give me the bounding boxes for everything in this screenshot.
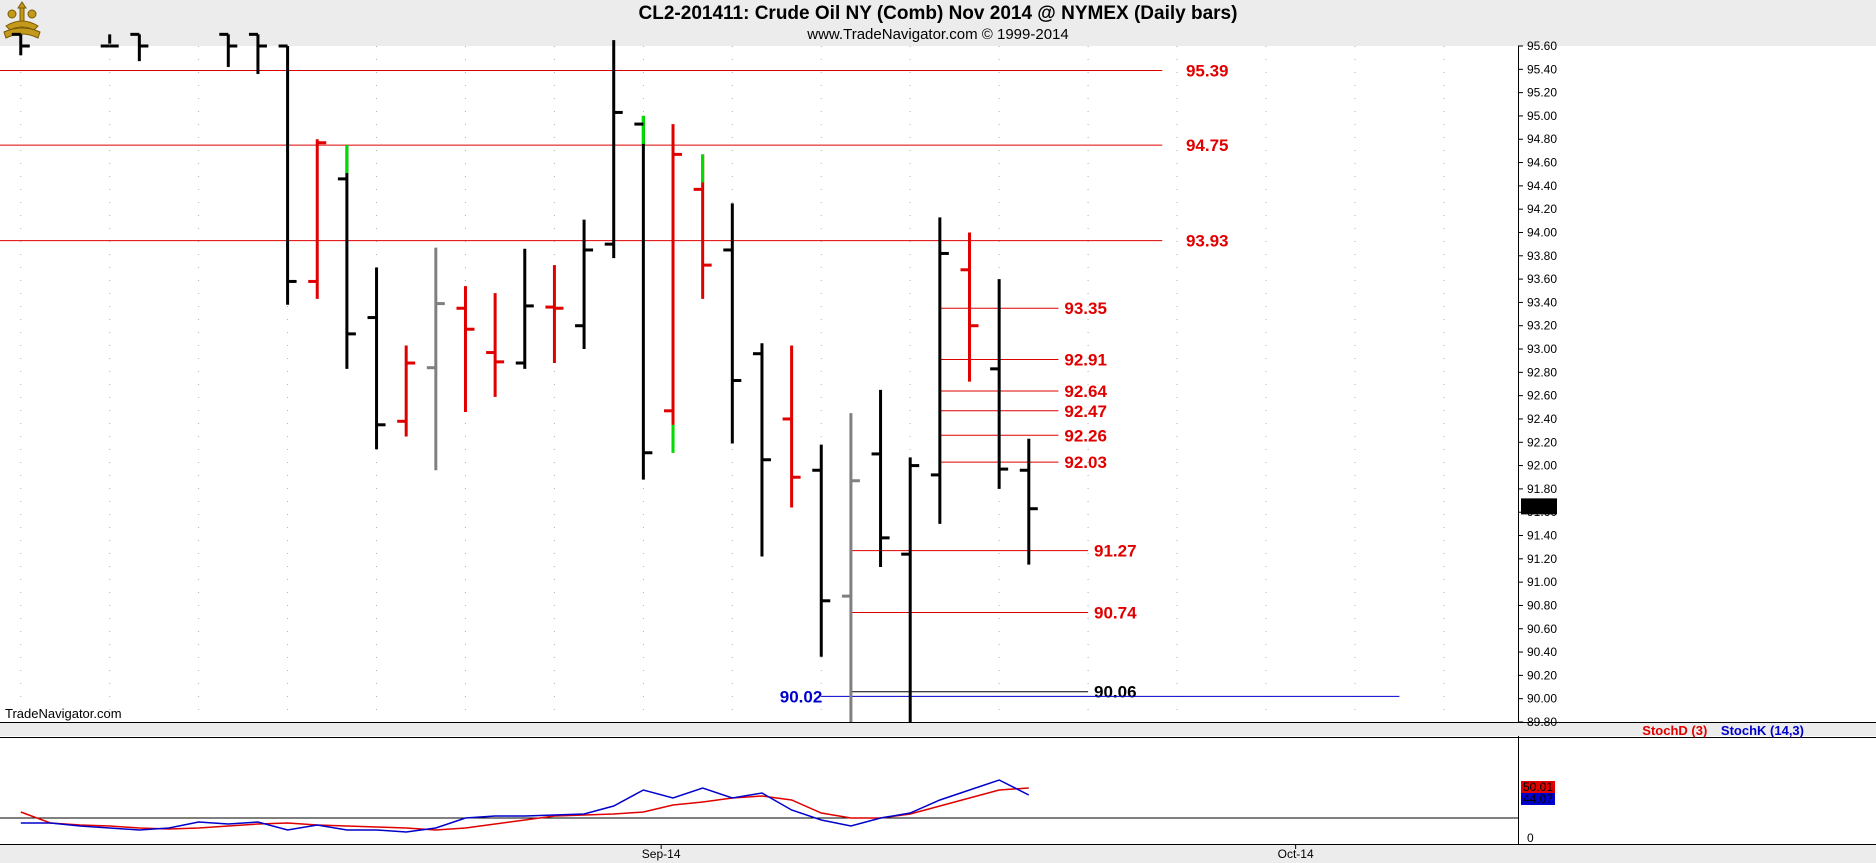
ohlc-bar — [930, 217, 949, 524]
ohlc-bar — [337, 145, 356, 369]
level-label: 90.74 — [1094, 603, 1137, 622]
price-axis-background — [1518, 46, 1876, 863]
last-price-label: 91.65 — [1523, 500, 1553, 514]
ohlc-bar — [990, 279, 1009, 489]
stoch-y-tick-label: 0 — [1527, 831, 1534, 845]
chart-subtitle: www.TradeNavigator.com © 1999-2014 — [807, 26, 1069, 43]
y-tick-label: 94.80 — [1527, 132, 1557, 146]
panel-separator — [0, 722, 1876, 736]
y-tick-label: 90.40 — [1527, 645, 1557, 659]
ohlc-bar — [841, 413, 860, 722]
y-tick-label: 91.20 — [1527, 552, 1557, 566]
watermark-text: TradeNavigator.com — [5, 706, 122, 721]
level-label: 94.75 — [1186, 136, 1229, 155]
stoch-d-marker — [1521, 781, 1555, 793]
stoch-k-marker — [1521, 793, 1555, 805]
y-tick-label: 89.80 — [1527, 715, 1557, 729]
level-label: 93.35 — [1064, 299, 1107, 318]
stochastic-legend: StochD (3) StochK (14,3) — [1642, 723, 1804, 738]
y-tick-label: 94.20 — [1527, 202, 1557, 216]
y-tick-label: 92.40 — [1527, 412, 1557, 426]
ohlc-bar — [960, 232, 979, 382]
level-label: 90.02 — [780, 687, 823, 706]
ohlc-bar — [634, 115, 653, 480]
stoch-d-legend: StochD (3) — [1642, 723, 1708, 738]
level-label: 90.06 — [1094, 683, 1137, 702]
y-tick-label: 94.00 — [1527, 225, 1557, 239]
ohlc-bar — [100, 34, 119, 48]
level-label: 92.26 — [1064, 426, 1107, 445]
ohlc-bar — [604, 40, 623, 259]
ohlc-bar — [486, 293, 505, 397]
ohlc-bar — [664, 124, 683, 453]
y-tick-label: 90.20 — [1527, 668, 1557, 682]
ohlc-bar — [575, 219, 594, 350]
ohlc-bar — [545, 265, 564, 364]
ohlc-bar — [782, 345, 801, 508]
stoch-d-value: 50.01 — [1523, 780, 1553, 794]
ohlc-bar — [1019, 438, 1038, 565]
y-tick-label: 92.60 — [1527, 389, 1557, 403]
ohlc-bar — [901, 457, 920, 722]
y-tick-label: 91.80 — [1527, 482, 1557, 496]
y-tick-label: 92.80 — [1527, 365, 1557, 379]
ohlc-bar — [871, 389, 890, 567]
level-label: 92.03 — [1064, 453, 1107, 472]
y-tick-label: 94.60 — [1527, 156, 1557, 170]
y-tick-label: 92.20 — [1527, 435, 1557, 449]
last-price-marker — [1521, 498, 1557, 515]
level-label: 95.39 — [1186, 61, 1229, 80]
ohlc-bar — [723, 203, 742, 444]
ohlc-bar — [308, 139, 327, 299]
y-tick-label: 93.80 — [1527, 249, 1557, 263]
y-tick-label: 93.60 — [1527, 272, 1557, 286]
ohlc-bar — [397, 345, 416, 437]
ohlc-bar — [752, 343, 771, 557]
ohlc-bar — [11, 32, 30, 56]
stoch-k-line — [20, 779, 1030, 833]
stochastic-panel — [0, 779, 1518, 833]
y-tick-label: 93.40 — [1527, 295, 1557, 309]
ohlc-bar — [426, 247, 445, 471]
ohlc-bar — [515, 248, 534, 369]
level-label: 92.64 — [1064, 382, 1107, 401]
level-label: 92.47 — [1064, 402, 1107, 421]
y-tick-label: 95.20 — [1527, 86, 1557, 100]
y-tick-label: 93.00 — [1527, 342, 1557, 356]
x-tick-label: Sep-14 — [642, 847, 681, 861]
axes: 95.60 95.40 95.20 95.00 94.80 94.60 94.40 94.20… — [0, 39, 1876, 863]
y-tick-label: 93.20 — [1527, 319, 1557, 333]
y-tick-label: 95.00 — [1527, 109, 1557, 123]
ohlc-bar — [278, 44, 297, 305]
level-label: 92.91 — [1064, 351, 1107, 370]
y-tick-label: 92.00 — [1527, 459, 1557, 473]
y-tick-label: 95.60 — [1527, 39, 1557, 53]
ohlc-bar — [693, 154, 712, 299]
y-tick-label: 90.60 — [1527, 622, 1557, 636]
ohlc-bar — [456, 286, 475, 412]
y-tick-label: 91.40 — [1527, 529, 1557, 543]
y-tick-label: 90.00 — [1527, 692, 1557, 706]
stoch-k-legend: StochK (14,3) — [1720, 723, 1804, 738]
ohlc-bar — [130, 32, 149, 62]
y-tick-label: 95.40 — [1527, 62, 1557, 76]
y-tick-label: 90.80 — [1527, 598, 1557, 612]
y-tick-label: 94.40 — [1527, 179, 1557, 193]
ohlc-bar — [219, 32, 238, 67]
ohlc-bar — [367, 267, 386, 450]
chart-header: CL2-201411: Crude Oil NY (Comb) Nov 2014… — [0, 0, 1876, 46]
level-label: 93.93 — [1186, 232, 1229, 251]
chart-title: CL2-201411: Crude Oil NY (Comb) Nov 2014… — [638, 3, 1238, 24]
stoch-d-line — [20, 787, 1029, 831]
x-tick-label: Oct-14 — [1278, 847, 1314, 861]
ohlc-bar — [812, 444, 831, 657]
ohlc-bar — [248, 32, 267, 74]
y-tick-label: 91.00 — [1527, 575, 1557, 589]
level-label: 91.27 — [1094, 542, 1137, 561]
stoch-k-value: 44.07 — [1523, 792, 1553, 806]
date-axis-background — [0, 844, 1876, 863]
